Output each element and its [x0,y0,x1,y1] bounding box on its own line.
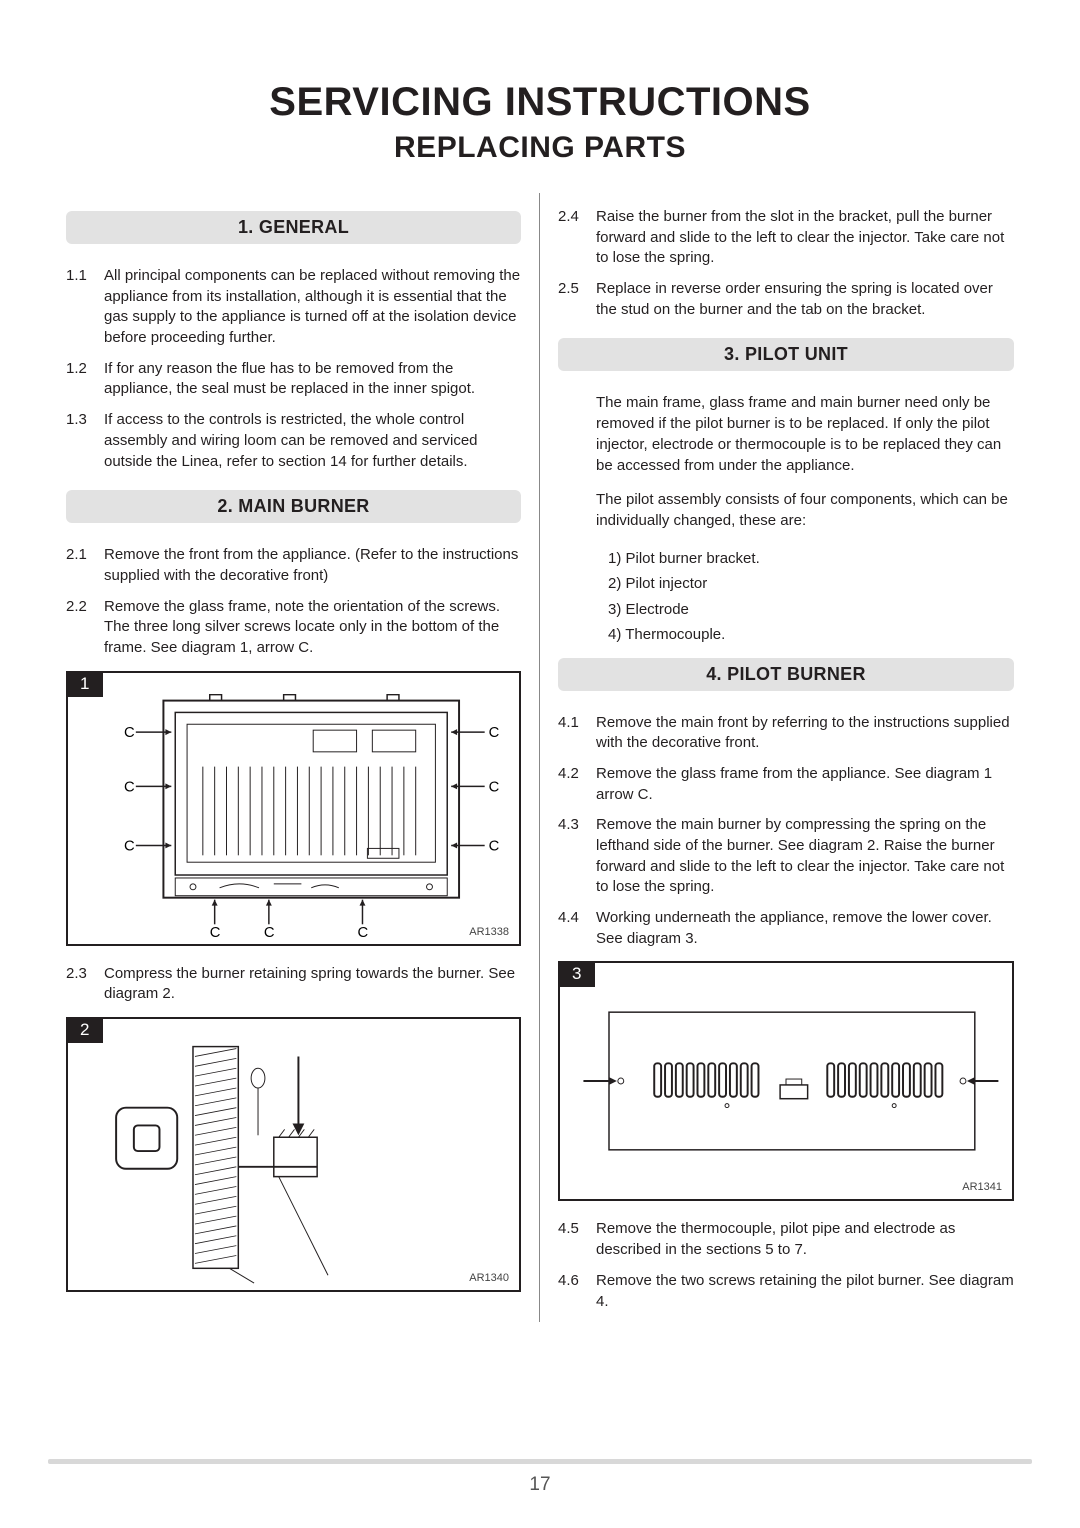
item-text: If access to the controls is restricted,… [104,410,521,472]
list-item: 4.6Remove the two screws retaining the p… [558,1271,1014,1312]
item-number: 2.3 [66,964,104,1005]
right-column: 2.4Raise the burner from the slot in the… [540,193,1032,1322]
item-text: Remove the front from the appliance. (Re… [104,545,521,586]
list-item: 1) Pilot burner bracket. [608,546,1014,572]
svg-text:C: C [124,838,135,854]
diagram-2-svg [68,1019,519,1290]
list-item: 2.5Replace in reverse order ensuring the… [558,279,1014,320]
svg-text:C: C [124,725,135,741]
item-number: 2.5 [558,279,596,320]
svg-text:C: C [489,838,500,854]
diagram-ref: AR1340 [469,1272,509,1284]
item-number: 2.4 [558,207,596,269]
diagram-tag: 2 [66,1017,103,1043]
diagram-3: 3 [558,961,1014,1201]
title-block: SERVICING INSTRUCTIONS REPLACING PARTS [48,80,1032,165]
list-item: 4) Thermocouple. [608,622,1014,648]
item-number: 1.2 [66,359,104,400]
svg-text:C: C [489,725,500,741]
svg-text:C: C [358,925,369,941]
list-item: 2) Pilot injector [608,571,1014,597]
svg-text:C: C [489,779,500,795]
item-text: All principal components can be replaced… [104,266,521,349]
diagram-2: 2 [66,1017,521,1292]
svg-text:C: C [124,779,135,795]
heading-general: 1. GENERAL [66,211,521,244]
item-number: 4.4 [558,908,596,949]
diagram-ref: AR1341 [962,1181,1002,1193]
list-item: 2.4Raise the burner from the slot in the… [558,207,1014,269]
item-number: 4.3 [558,815,596,898]
item-number: 4.5 [558,1219,596,1260]
list-item: 4.1Remove the main front by referring to… [558,713,1014,754]
list-item: 1.2If for any reason the flue has to be … [66,359,521,400]
list-item: 4.4Working underneath the appliance, rem… [558,908,1014,949]
item-text: Compress the burner retaining spring tow… [104,964,521,1005]
item-text: Remove the two screws retaining the pilo… [596,1271,1014,1312]
item-number: 4.6 [558,1271,596,1312]
component-list: 1) Pilot burner bracket. 2) Pilot inject… [608,546,1014,648]
footer-rule [48,1459,1032,1464]
heading-pilot-unit: 3. PILOT UNIT [558,338,1014,371]
list-item: 1.1All principal components can be repla… [66,266,521,349]
main-title: SERVICING INSTRUCTIONS [48,80,1032,125]
item-text: Remove the main front by referring to th… [596,713,1014,754]
diagram-1: 1 [66,671,521,946]
paragraph: The pilot assembly consists of four comp… [596,490,1014,531]
list-item: 3) Electrode [608,597,1014,623]
list-item: 2.3Compress the burner retaining spring … [66,964,521,1005]
svg-text:C: C [210,925,221,941]
paragraph: The main frame, glass frame and main bur… [596,393,1014,476]
item-text: Remove the glass frame, note the orienta… [104,597,521,659]
diagram-tag: 1 [66,671,103,697]
heading-main-burner: 2. MAIN BURNER [66,490,521,523]
sub-title: REPLACING PARTS [48,131,1032,165]
list-item: 2.1Remove the front from the appliance. … [66,545,521,586]
item-number: 2.1 [66,545,104,586]
list-item: 4.5Remove the thermocouple, pilot pipe a… [558,1219,1014,1260]
page-number: 17 [0,1474,1080,1496]
heading-pilot-burner: 4. PILOT BURNER [558,658,1014,691]
item-text: Remove the thermocouple, pilot pipe and … [596,1219,1014,1260]
item-number: 1.3 [66,410,104,472]
item-text: Raise the burner from the slot in the br… [596,207,1014,269]
diagram-ref: AR1338 [469,926,509,938]
list-item: 2.2Remove the glass frame, note the orie… [66,597,521,659]
svg-text:C: C [264,925,275,941]
item-text: Remove the glass frame from the applianc… [596,764,1014,805]
list-item: 1.3If access to the controls is restrict… [66,410,521,472]
diagram-3-svg [560,963,1012,1199]
list-item: 4.3Remove the main burner by compressing… [558,815,1014,898]
diagram-tag: 3 [558,961,595,987]
left-column: 1. GENERAL 1.1All principal components c… [48,193,540,1322]
item-text: Replace in reverse order ensuring the sp… [596,279,1014,320]
item-text: Remove the main burner by compressing th… [596,815,1014,898]
list-item: 4.2Remove the glass frame from the appli… [558,764,1014,805]
item-text: If for any reason the flue has to be rem… [104,359,521,400]
item-number: 2.2 [66,597,104,659]
item-number: 4.2 [558,764,596,805]
item-text: Working underneath the appliance, remove… [596,908,1014,949]
diagram-1-svg: C C C C C C C C C [68,673,519,944]
item-number: 1.1 [66,266,104,349]
content-columns: 1. GENERAL 1.1All principal components c… [48,193,1032,1322]
item-number: 4.1 [558,713,596,754]
